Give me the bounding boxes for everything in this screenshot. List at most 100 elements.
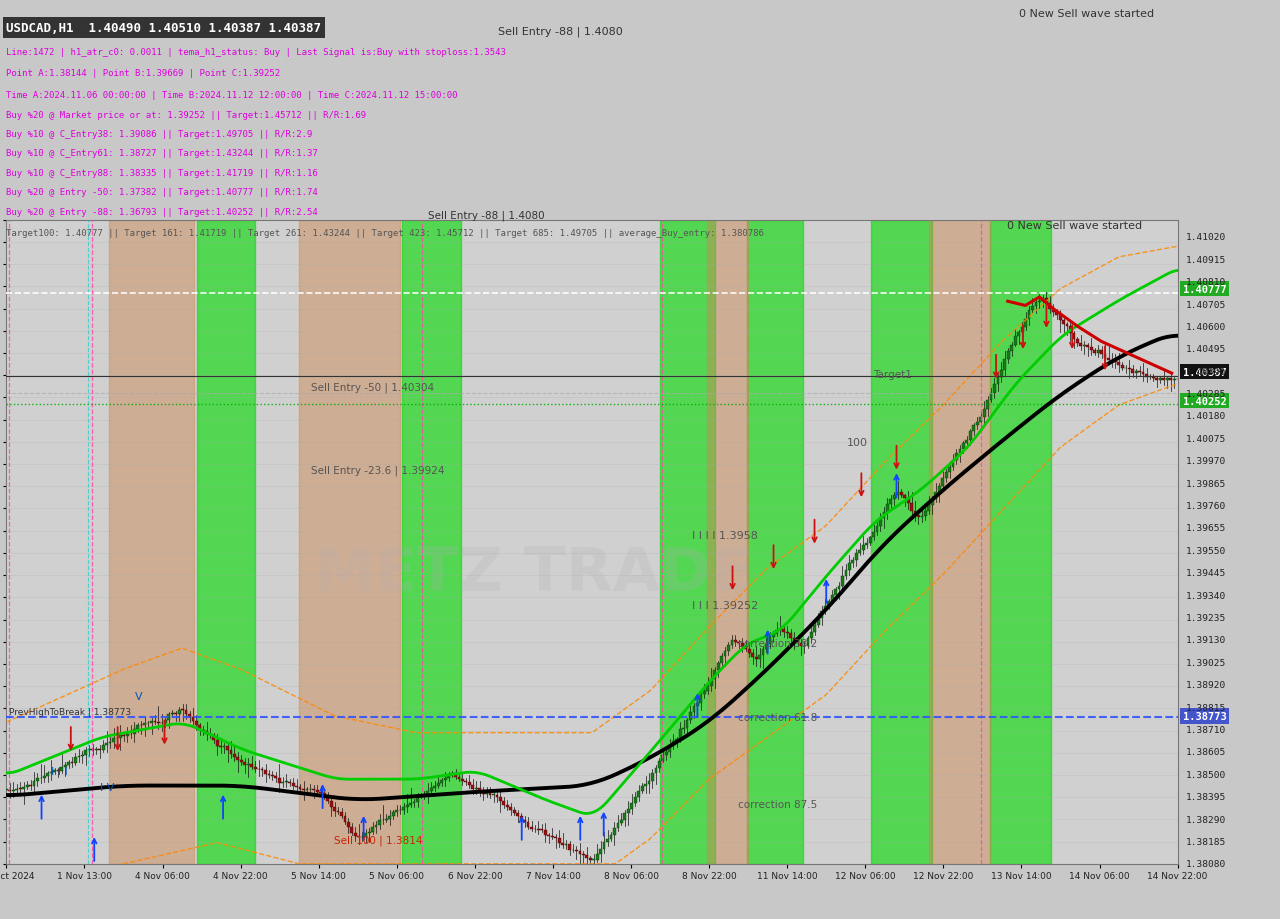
Bar bbox=[243, 762, 246, 766]
Bar bbox=[385, 819, 388, 820]
Text: 0 New Sell wave started: 0 New Sell wave started bbox=[1007, 221, 1143, 231]
Bar bbox=[46, 774, 49, 777]
Bar bbox=[367, 832, 371, 834]
Bar bbox=[585, 855, 589, 858]
Bar bbox=[320, 792, 323, 793]
Text: 1.39655: 1.39655 bbox=[1185, 524, 1226, 533]
Bar bbox=[916, 516, 920, 517]
Bar bbox=[713, 670, 716, 679]
Bar bbox=[1032, 307, 1034, 311]
Bar bbox=[340, 811, 343, 816]
Text: Sell Entry -50 | 1.40304: Sell Entry -50 | 1.40304 bbox=[311, 382, 434, 392]
Bar bbox=[973, 425, 975, 432]
Bar bbox=[872, 533, 876, 538]
Bar bbox=[910, 503, 913, 512]
Bar bbox=[302, 789, 305, 790]
Bar bbox=[110, 221, 193, 864]
Bar bbox=[710, 679, 713, 686]
Text: 1.40180: 1.40180 bbox=[1185, 412, 1226, 421]
Bar bbox=[997, 378, 1000, 384]
Bar bbox=[440, 780, 443, 783]
Bar bbox=[623, 813, 626, 820]
Bar bbox=[554, 837, 557, 838]
Bar bbox=[396, 810, 398, 812]
Text: 1.40390: 1.40390 bbox=[1185, 368, 1226, 376]
Bar bbox=[406, 805, 408, 808]
Bar bbox=[188, 714, 191, 717]
Bar bbox=[509, 807, 512, 810]
Bar bbox=[876, 527, 878, 533]
Text: 1.39130: 1.39130 bbox=[1185, 636, 1226, 645]
Bar bbox=[1103, 355, 1106, 358]
Bar bbox=[1066, 324, 1069, 326]
Text: 1.38815: 1.38815 bbox=[1185, 703, 1226, 712]
Text: 1.40777: 1.40777 bbox=[1183, 284, 1226, 294]
Bar bbox=[461, 779, 463, 781]
Bar bbox=[402, 221, 461, 864]
Bar bbox=[150, 721, 152, 723]
Bar bbox=[696, 703, 699, 707]
Bar bbox=[831, 596, 833, 602]
Bar bbox=[993, 384, 996, 393]
Text: Buy %20 @ Market price or at: 1.39252 || Target:1.45712 || R/R:1.69: Buy %20 @ Market price or at: 1.39252 ||… bbox=[6, 110, 366, 119]
Text: correction 87.5: correction 87.5 bbox=[739, 799, 818, 809]
Bar bbox=[296, 787, 298, 788]
Bar bbox=[216, 740, 219, 746]
Bar bbox=[298, 788, 302, 789]
Bar bbox=[495, 795, 498, 797]
Bar bbox=[412, 801, 416, 803]
Bar bbox=[951, 460, 955, 468]
Bar bbox=[1135, 372, 1138, 373]
Bar bbox=[499, 797, 502, 800]
Bar bbox=[678, 730, 681, 739]
Text: Buy %10 @ C_Entry88: 1.38335 || Target:1.41719 || R/R:1.16: Buy %10 @ C_Entry88: 1.38335 || Target:1… bbox=[6, 169, 319, 177]
Bar bbox=[824, 607, 827, 611]
Bar bbox=[253, 767, 256, 769]
Bar bbox=[178, 709, 180, 714]
Bar bbox=[955, 454, 957, 460]
Bar bbox=[906, 499, 910, 503]
Bar bbox=[15, 789, 18, 790]
Bar bbox=[74, 757, 77, 763]
Bar bbox=[620, 820, 623, 823]
Bar bbox=[1087, 346, 1089, 347]
Bar bbox=[157, 721, 160, 723]
Bar bbox=[430, 789, 433, 790]
Bar bbox=[357, 835, 360, 837]
Bar bbox=[316, 790, 319, 792]
Bar bbox=[233, 754, 236, 757]
Bar bbox=[64, 765, 67, 767]
Bar bbox=[99, 749, 101, 750]
Bar bbox=[1073, 334, 1075, 340]
Text: 0 New Sell wave started: 0 New Sell wave started bbox=[1019, 9, 1155, 19]
Bar bbox=[741, 643, 744, 647]
Bar bbox=[662, 755, 664, 761]
Bar bbox=[692, 707, 695, 712]
Bar bbox=[672, 742, 675, 745]
Bar bbox=[648, 781, 650, 785]
Bar bbox=[991, 221, 1051, 864]
Bar bbox=[654, 768, 658, 773]
Text: Target1: Target1 bbox=[873, 370, 911, 380]
Bar bbox=[1170, 379, 1172, 380]
Text: 1.39760: 1.39760 bbox=[1185, 502, 1226, 510]
Bar bbox=[202, 730, 205, 732]
Text: 1.40495: 1.40495 bbox=[1185, 345, 1226, 354]
Text: Point A:1.38144 | Point B:1.39669 | Point C:1.39252: Point A:1.38144 | Point B:1.39669 | Poin… bbox=[6, 70, 280, 78]
Bar bbox=[1014, 337, 1016, 346]
Bar bbox=[914, 512, 916, 516]
Bar bbox=[1042, 299, 1044, 301]
Bar bbox=[1107, 358, 1110, 360]
Text: 1.38290: 1.38290 bbox=[1185, 814, 1226, 823]
Text: 1.39865: 1.39865 bbox=[1185, 479, 1226, 488]
Bar bbox=[451, 774, 453, 775]
Bar bbox=[1089, 347, 1093, 351]
Bar bbox=[347, 822, 349, 827]
Bar bbox=[595, 854, 599, 859]
Bar bbox=[786, 632, 788, 634]
Bar bbox=[751, 653, 754, 657]
Text: I I I 1.39252: I I I 1.39252 bbox=[691, 600, 758, 610]
Bar bbox=[727, 645, 730, 652]
Bar bbox=[979, 417, 982, 423]
Bar bbox=[989, 393, 992, 401]
